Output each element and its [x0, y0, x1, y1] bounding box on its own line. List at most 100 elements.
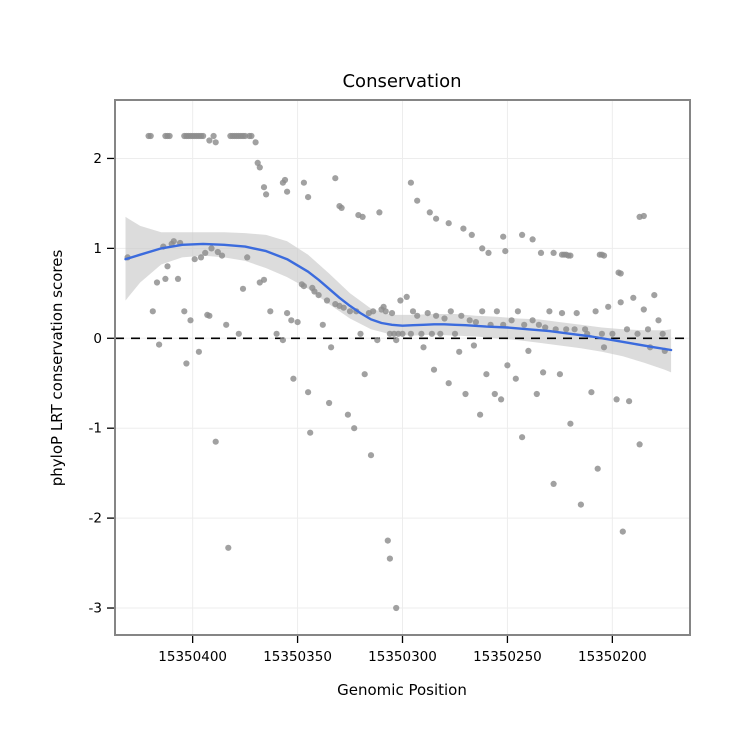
data-point — [558, 310, 566, 317]
data-point — [388, 310, 396, 317]
data-point — [498, 396, 505, 403]
data-point — [370, 308, 377, 315]
data-point — [305, 389, 312, 396]
data-point — [344, 411, 351, 418]
data-point — [529, 236, 536, 243]
data-point — [493, 308, 500, 315]
data-point — [338, 204, 345, 211]
data-point — [571, 326, 578, 333]
data-point — [174, 275, 182, 282]
data-point — [252, 139, 259, 146]
data-point — [483, 371, 490, 378]
data-point — [651, 292, 658, 299]
data-point — [445, 220, 452, 227]
data-point — [340, 304, 347, 311]
data-point — [573, 310, 580, 317]
x-tick-label: 15350350 — [263, 649, 332, 665]
data-point — [504, 362, 511, 369]
data-point — [357, 330, 364, 337]
data-point — [281, 176, 289, 184]
data-point — [563, 326, 570, 333]
data-point — [659, 330, 666, 337]
data-point — [623, 326, 631, 333]
confidence-band — [125, 216, 672, 373]
y-tick-label: -2 — [89, 511, 102, 527]
confidence-band-polygon — [125, 216, 672, 373]
x-tick-label: 15350250 — [473, 649, 542, 665]
data-point — [214, 248, 221, 256]
data-point — [636, 441, 643, 448]
data-point — [550, 480, 557, 487]
data-point — [156, 341, 163, 348]
data-point — [361, 371, 368, 378]
data-point — [460, 225, 467, 232]
data-point — [284, 310, 291, 317]
data-point — [244, 254, 251, 261]
data-point — [605, 303, 612, 310]
data-point — [519, 434, 526, 441]
data-point — [634, 330, 641, 337]
data-point — [300, 179, 307, 186]
x-tick-label: 15350200 — [578, 649, 647, 665]
data-point — [195, 348, 202, 355]
data-point — [479, 308, 486, 315]
data-point — [519, 231, 526, 238]
data-point — [644, 326, 652, 333]
data-point — [458, 312, 465, 319]
data-point — [164, 263, 171, 270]
data-point — [433, 312, 440, 319]
data-point — [210, 132, 217, 140]
data-point — [386, 555, 393, 562]
data-point — [445, 380, 452, 387]
smooth-line-path — [124, 242, 673, 352]
data-point — [225, 544, 232, 551]
data-point — [502, 248, 509, 255]
data-point — [393, 337, 400, 344]
data-point — [630, 294, 637, 301]
panel-border — [114, 99, 691, 636]
data-point — [235, 330, 242, 337]
data-point — [655, 317, 662, 324]
data-point — [428, 330, 435, 337]
data-point — [537, 249, 545, 256]
data-point — [305, 194, 312, 201]
data-point — [311, 288, 318, 295]
data-point — [290, 375, 297, 382]
data-point — [206, 312, 213, 319]
data-point — [619, 528, 626, 535]
data-point — [426, 209, 433, 216]
data-point — [626, 398, 633, 405]
data-point — [542, 324, 549, 331]
data-point — [206, 137, 213, 144]
data-point — [466, 317, 473, 324]
data-point — [288, 317, 295, 324]
data-point — [447, 308, 454, 315]
data-point — [183, 360, 190, 367]
smooth-trend-line — [124, 242, 673, 352]
data-point — [191, 256, 198, 263]
data-point — [577, 501, 585, 508]
data-point — [300, 283, 307, 290]
data-point — [197, 254, 205, 261]
data-point — [462, 390, 469, 398]
data-point — [187, 317, 194, 324]
data-point — [315, 292, 322, 299]
data-point — [200, 132, 207, 140]
data-point — [470, 342, 477, 349]
data-point — [418, 330, 425, 337]
y-axis: -3 -2 -1 0 1 2 — [89, 151, 114, 617]
data-point — [323, 297, 331, 304]
data-point — [294, 319, 301, 326]
data-point — [399, 330, 406, 337]
data-point — [153, 279, 161, 286]
data-point — [485, 249, 492, 256]
data-point — [407, 179, 414, 186]
data-point — [147, 132, 154, 140]
data-point — [384, 537, 391, 544]
data-point — [403, 293, 410, 300]
data-point — [346, 308, 354, 315]
data-point — [546, 308, 553, 315]
y-axis-title: phyloP LRT conservation scores — [48, 250, 66, 487]
